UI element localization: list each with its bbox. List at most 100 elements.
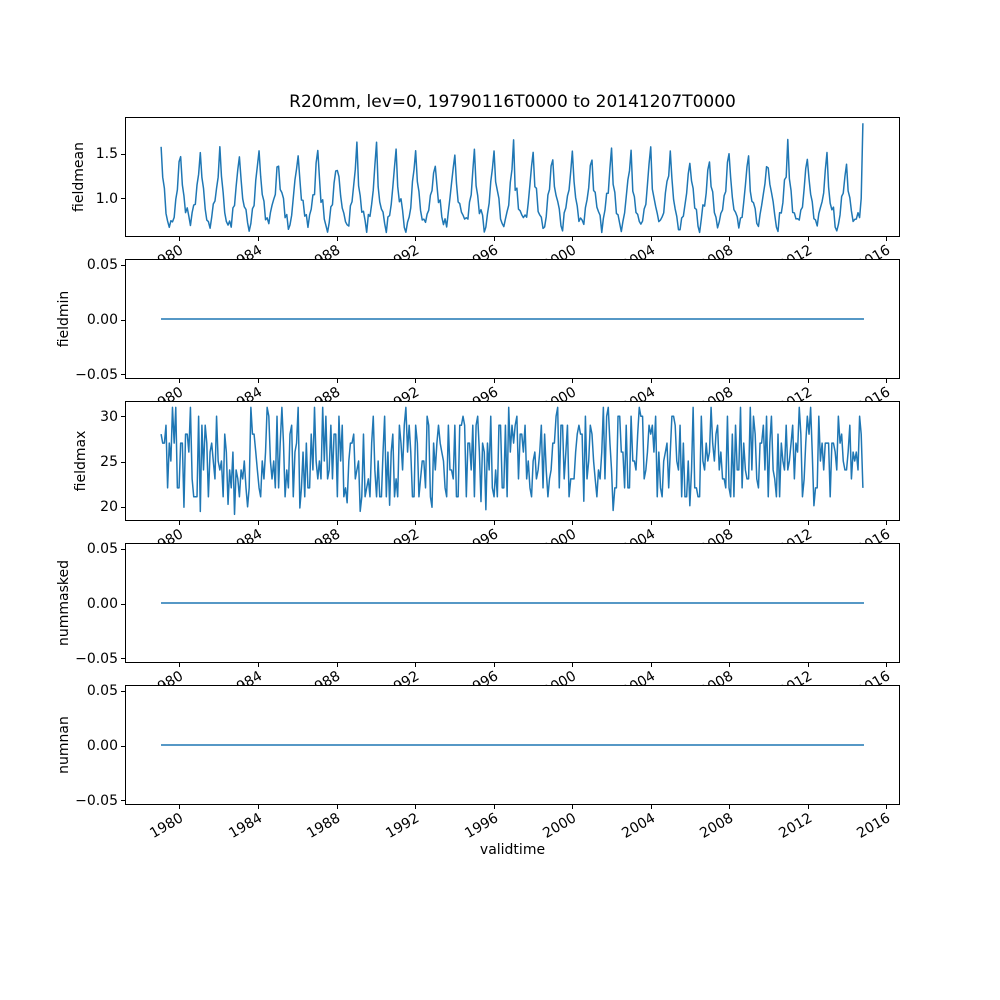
x-tick (336, 521, 338, 525)
x-tick (415, 237, 417, 241)
chart-title: R20mm, lev=0, 19790116T0000 to 20141207T… (289, 92, 736, 112)
y-tick-label: 30 (100, 408, 118, 425)
y-axis-label-fieldmin: fieldmin (56, 290, 72, 348)
x-tick (258, 663, 260, 667)
x-axis-label: validtime (479, 842, 546, 858)
subplot-fieldmax: 20 25 30 1980 1984 1988 1992 1996 2000 2004 2008 20… (73, 401, 900, 558)
x-tick (886, 237, 888, 241)
y-tick-label: 1.0 (95, 190, 118, 207)
x-tick-label: 1988 (304, 810, 344, 842)
subplot-numnan: −0.05 0.00 0.05 1980 1984 1988 1992 1996 2000 200… (56, 684, 900, 842)
x-tick (179, 237, 181, 241)
y-tick (121, 153, 125, 155)
y-tick (121, 198, 125, 200)
x-tick (807, 805, 809, 809)
y-tick (121, 745, 125, 747)
x-tick (493, 805, 495, 809)
x-tick (493, 521, 495, 525)
line-plot-fieldmean (160, 123, 864, 234)
x-tick (886, 521, 888, 525)
x-tick (729, 237, 731, 241)
y-tick-label: 1.5 (95, 146, 118, 163)
y-tick (121, 264, 125, 266)
x-tick (729, 521, 731, 525)
x-tick (179, 805, 181, 809)
y-tick (121, 658, 125, 660)
y-tick-label: −0.05 (75, 650, 118, 667)
y-tick-label: 20 (100, 499, 118, 516)
x-tick (493, 379, 495, 383)
x-tick-label: 1984 (226, 810, 266, 842)
y-tick-label: 0.05 (86, 541, 118, 558)
x-tick (650, 805, 652, 809)
y-axis-label-nummasked: nummasked (56, 559, 72, 647)
line-plot-fieldmin (161, 318, 864, 320)
x-tick (886, 663, 888, 667)
x-tick (415, 521, 417, 525)
y-tick (121, 690, 125, 692)
y-tick (121, 319, 125, 321)
data-line-fieldmax (160, 406, 864, 516)
x-tick-label: 2004 (618, 810, 658, 842)
x-tick (258, 805, 260, 809)
x-tick (493, 237, 495, 241)
y-axis-label-fieldmean: fieldmean (71, 142, 87, 212)
x-tick (179, 663, 181, 667)
y-axis-label-fieldmax: fieldmax (73, 430, 89, 492)
y-tick-label: 0.00 (86, 312, 118, 328)
line-plot-numnan (161, 744, 864, 746)
data-line-fieldmean (160, 123, 864, 234)
x-tick (258, 237, 260, 241)
line-plot-fieldmax (160, 406, 864, 516)
x-tick (336, 805, 338, 809)
line-plot-nummasked (161, 602, 864, 604)
x-tick (336, 663, 338, 667)
x-tick (807, 663, 809, 667)
y-tick (121, 603, 125, 605)
y-tick-label: 0.05 (86, 683, 118, 700)
x-tick (336, 379, 338, 383)
y-tick (121, 800, 125, 802)
subplot-nummasked: −0.05 0.00 0.05 1980 1984 1988 1992 1996 2000 200… (56, 542, 900, 700)
x-tick (336, 237, 338, 241)
x-tick (650, 379, 652, 383)
x-tick (415, 805, 417, 809)
y-tick (121, 506, 125, 508)
x-tick (650, 663, 652, 667)
x-tick (179, 521, 181, 525)
y-tick (121, 548, 125, 550)
y-tick (121, 374, 125, 376)
y-tick-label: 25 (100, 454, 118, 470)
x-tick-label: 2000 (540, 810, 580, 842)
x-tick (572, 805, 574, 809)
y-tick (121, 461, 125, 463)
x-tick-label: 2008 (697, 810, 737, 842)
x-tick (807, 379, 809, 383)
y-tick-label: 0.00 (86, 596, 118, 612)
x-tick (886, 379, 888, 383)
x-tick (493, 663, 495, 667)
x-tick-label: 1992 (383, 810, 423, 842)
x-tick (650, 521, 652, 525)
x-tick (258, 521, 260, 525)
y-axis-label-numnan: numnan (56, 716, 72, 774)
x-tick-label: 1980 (147, 810, 187, 842)
y-tick (121, 416, 125, 418)
x-tick (807, 521, 809, 525)
x-tick (572, 237, 574, 241)
x-tick (572, 521, 574, 525)
subplot-fieldmin: −0.05 0.00 0.05 1980 1984 1988 1992 1996 2000 200… (56, 258, 900, 416)
x-tick (179, 379, 181, 383)
x-tick (572, 663, 574, 667)
x-tick-label: 2012 (775, 810, 815, 842)
y-tick-label: 0.05 (86, 257, 118, 274)
x-tick (572, 379, 574, 383)
y-tick-label: −0.05 (75, 366, 118, 383)
x-tick (650, 237, 652, 241)
x-tick (729, 663, 731, 667)
x-tick (807, 237, 809, 241)
y-tick-label: 0.00 (86, 738, 118, 754)
x-tick-label: 1996 (461, 810, 501, 842)
x-tick (886, 805, 888, 809)
